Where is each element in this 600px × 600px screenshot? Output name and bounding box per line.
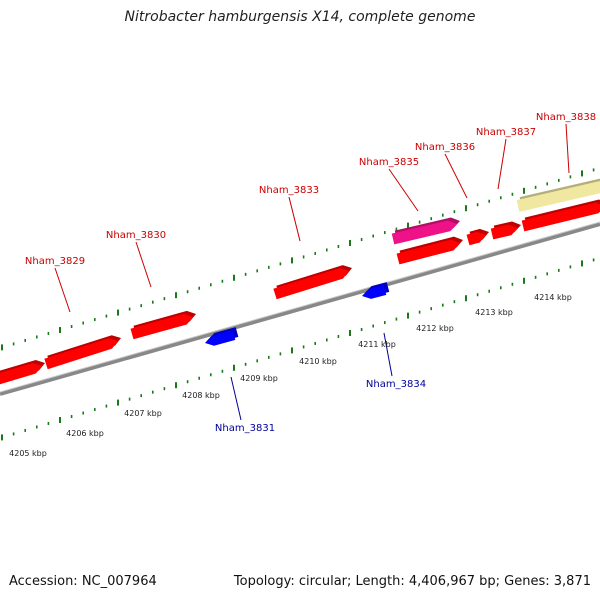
forward-leader-line: [444, 153, 468, 199]
forward-gene-label: Nham_3835: [359, 157, 419, 168]
rna-gene: [391, 217, 460, 245]
reverse-gene-1-body: [205, 330, 236, 346]
reverse-gene-1: [205, 327, 239, 346]
forward-gene-5: [396, 236, 463, 265]
reverse-gene-label: Nham_3831: [215, 423, 275, 434]
reverse-gene-2-body: [362, 285, 387, 299]
forward-leader-line: [388, 168, 419, 212]
forward-gene-1-body: [0, 363, 42, 385]
forward-leader-line: [54, 267, 71, 313]
forward-gene-2: [44, 335, 122, 370]
kbp-tick-label: 4206 kbp: [66, 429, 104, 438]
genome-summary-text: Topology: circular; Length: 4,406,967 bp…: [233, 574, 591, 589]
backbone-line: [0, 222, 600, 396]
kbp-tick-label: 4213 kbp: [475, 308, 513, 317]
forward-gene-label: Nham_3838: [536, 112, 596, 123]
forward-gene-1: [0, 360, 45, 385]
reverse-leader-line: [383, 332, 393, 377]
forward-gene-label: Nham_3837: [476, 127, 536, 138]
forward-gene-label: Nham_3833: [259, 185, 319, 196]
reverse-leader-line: [230, 376, 242, 421]
misc-feature-body: [516, 180, 600, 212]
forward-gene-7-body: [490, 224, 518, 240]
kbp-tick-label: 4212 kbp: [416, 324, 454, 333]
kbp-tick-label: 4214 kbp: [534, 293, 572, 302]
forward-leader-line: [135, 241, 152, 288]
forward-gene-4-body: [273, 268, 349, 300]
forward-gene-6: [466, 228, 489, 246]
forward-gene-label: Nham_3836: [415, 142, 475, 153]
forward-gene-label: Nham_3829: [25, 256, 85, 267]
forward-gene-5-body: [396, 239, 460, 265]
backbone-highlight: [0, 221, 600, 393]
inner-tick-ring: [1, 258, 595, 441]
forward-gene-6-body: [466, 231, 486, 246]
kbp-tick-label: 4208 kbp: [182, 391, 220, 400]
kbp-tick-label: 4205 kbp: [9, 449, 47, 458]
forward-gene-3: [130, 310, 196, 340]
forward-leader-line: [565, 123, 570, 174]
rna-gene-body: [391, 220, 457, 245]
forward-gene-3-body: [130, 313, 193, 340]
forward-gene-7: [490, 221, 521, 240]
map-title: Nitrobacter hamburgensis X14, complete g…: [124, 9, 476, 25]
misc-feature: [516, 178, 600, 212]
forward-gene-8-body: [521, 202, 600, 232]
reverse-gene-2: [362, 282, 390, 299]
accession-text: Accession: NC_007964: [9, 574, 157, 589]
forward-gene-4: [273, 265, 352, 300]
outer-tick-ring: [1, 168, 595, 351]
forward-leader-line: [288, 196, 301, 242]
kbp-tick-label: 4209 kbp: [240, 374, 278, 383]
forward-gene-2-body: [44, 338, 119, 370]
kbp-tick-label: 4210 kbp: [299, 357, 337, 366]
kbp-tick-label: 4211 kbp: [358, 340, 396, 349]
kbp-tick-label: 4207 kbp: [124, 409, 162, 418]
forward-leader-line: [497, 138, 507, 190]
forward-gene-8: [521, 199, 600, 232]
forward-gene-label: Nham_3830: [106, 230, 166, 241]
reverse-gene-label: Nham_3834: [366, 379, 426, 390]
